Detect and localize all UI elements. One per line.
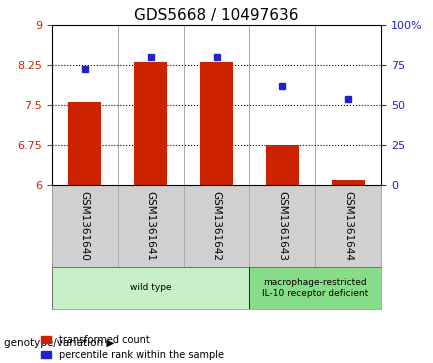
Text: GSM1361641: GSM1361641 [145, 191, 156, 261]
Bar [266, 145, 299, 185]
FancyBboxPatch shape [249, 268, 381, 309]
Text: GSM1361642: GSM1361642 [211, 191, 222, 261]
FancyBboxPatch shape [52, 268, 249, 309]
Title: GDS5668 / 10497636: GDS5668 / 10497636 [134, 8, 299, 23]
Text: genotype/variation ▶: genotype/variation ▶ [4, 338, 115, 348]
Text: GSM1361643: GSM1361643 [277, 191, 288, 261]
Text: macrophage-restricted
IL-10 receptor deficient: macrophage-restricted IL-10 receptor def… [262, 278, 368, 298]
Bar [200, 62, 233, 185]
Legend: transformed count, percentile rank within the sample: transformed count, percentile rank withi… [39, 333, 226, 362]
Text: GSM1361640: GSM1361640 [80, 191, 90, 261]
Bar [134, 62, 167, 185]
Bar [68, 102, 101, 185]
Text: GSM1361644: GSM1361644 [343, 191, 353, 261]
Bar [332, 180, 365, 185]
Text: wild type: wild type [130, 284, 171, 293]
